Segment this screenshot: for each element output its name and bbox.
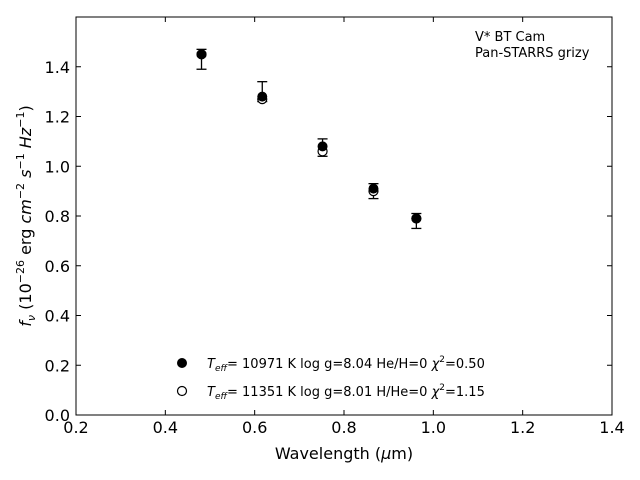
y-tick-label: 0.8 <box>45 207 70 226</box>
y-tick-label: 0.4 <box>45 307 70 326</box>
filled-model-point <box>368 183 379 194</box>
annotation-survey: Pan-STARRS grizy <box>475 46 590 61</box>
legend-entry-1: Teff= 10971 K log g=8.04 He/H=0 χ2=0.50 <box>207 355 485 374</box>
y-tick-label: 0.2 <box>45 356 70 375</box>
legend-marker-filled <box>177 358 187 368</box>
x-tick-label: 1.4 <box>599 418 624 437</box>
data-points <box>196 49 422 224</box>
y-tick-label: 1.4 <box>45 58 70 77</box>
y-axis-label: fν (10−26 erg cm−2 s−1 Hz−1) <box>14 105 38 326</box>
x-tick-label: 0.6 <box>242 418 267 437</box>
y-tick-label: 1.0 <box>45 157 70 176</box>
filled-model-point <box>317 141 328 152</box>
x-tick-label: 1.0 <box>421 418 446 437</box>
annotation-star-name: V* BT Cam <box>475 30 545 45</box>
y-tick-label: 0.6 <box>45 257 70 276</box>
y-axis-ticks: 0.0 0.2 0.4 0.6 0.8 1.0 1.2 1.4 <box>45 58 612 425</box>
filled-model-point <box>196 49 207 60</box>
x-tick-label: 0.2 <box>63 418 88 437</box>
x-tick-label: 0.4 <box>153 418 178 437</box>
legend-entry-2: Teff= 11351 K log g=8.01 H/He=0 χ2=1.15 <box>207 383 485 402</box>
filled-model-point <box>411 213 422 224</box>
error-bars <box>196 48 422 230</box>
y-tick-label: 0.0 <box>45 406 70 425</box>
x-tick-label: 1.2 <box>510 418 535 437</box>
plot-frame <box>75 16 613 416</box>
legend-marker-open <box>176 385 188 397</box>
y-tick-label: 1.2 <box>45 108 70 127</box>
filled-model-point <box>257 91 268 102</box>
x-axis-ticks: 0.2 0.4 0.6 0.8 1.0 1.2 1.4 <box>63 17 625 437</box>
x-tick-label: 0.8 <box>331 418 356 437</box>
x-axis-label: Wavelength (μm) <box>275 444 413 463</box>
legend: Teff= 10971 K log g=8.04 He/H=0 χ2=0.50 … <box>176 355 485 402</box>
